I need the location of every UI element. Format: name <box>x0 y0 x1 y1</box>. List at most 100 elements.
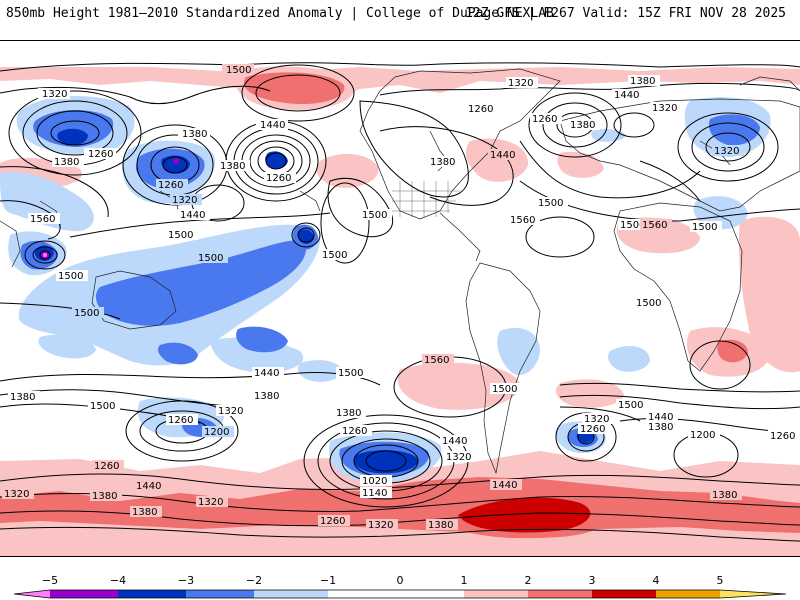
contour-label: 1200 <box>204 427 229 438</box>
contour-label: 1500 <box>636 298 661 309</box>
colorbar-segment-neg1 <box>254 590 328 598</box>
colorbar-tick: 4 <box>653 574 660 587</box>
colorbar-segment-pos1 <box>464 590 528 598</box>
contour-label: 1560 <box>424 355 449 366</box>
contour-label: 1380 <box>712 490 737 501</box>
colorbar-segment-neg3 <box>118 590 186 598</box>
contour-label: 1500 <box>692 222 717 233</box>
contour-label: 1380 <box>254 391 279 402</box>
contour-label: 1440 <box>648 412 673 423</box>
colorbar-legend: −5 −4 −3 −2 −1 0 1 2 3 4 5 <box>0 573 800 600</box>
contour-label: 1500 <box>618 400 643 411</box>
contour-label: 1440 <box>254 368 279 379</box>
map-title: 850mb Height 1981–2010 Standardized Anom… <box>6 6 554 21</box>
contour-label: 1260 <box>266 173 291 184</box>
anomaly-map: 1500 1320 1380 1260 1440 1500 1560 1260 … <box>0 40 800 557</box>
contour-label: 1560 <box>642 220 667 231</box>
model-run-info: 12Z GFS | F267 Valid: 15Z FRI NOV 28 202… <box>465 6 786 21</box>
contour-label: 1380 <box>428 520 453 531</box>
colorbar-tick: −2 <box>246 574 262 587</box>
colorbar-tick: 5 <box>717 574 724 587</box>
contour-label: 1380 <box>630 76 655 87</box>
contour-label: 1320 <box>584 414 609 425</box>
contour-label: 1320 <box>172 195 197 206</box>
contour-label: 1320 <box>652 103 677 114</box>
contour-label: 1260 <box>320 516 345 527</box>
colorbar-tick: −4 <box>110 574 126 587</box>
very-strong-positive-anomaly-fill <box>458 497 591 533</box>
colorbar-tick: 2 <box>525 574 532 587</box>
contour-label: 1500 <box>362 210 387 221</box>
contour-label: 1500 <box>338 368 363 379</box>
colorbar-tick: 1 <box>461 574 468 587</box>
contour-label: 1500 <box>226 65 251 76</box>
contour-label: 1500 <box>74 308 99 319</box>
contour-label: 1200 <box>690 430 715 441</box>
contour-label: 1320 <box>368 520 393 531</box>
colorbar-segment-neg2 <box>186 590 254 598</box>
colorbar-tick: 0 <box>397 574 404 587</box>
contour-label: 1500 <box>492 384 517 395</box>
colorbar-segment-pos3 <box>592 590 656 598</box>
contour-label: 1260 <box>468 104 493 115</box>
colorbar-segment-neg4 <box>50 590 118 598</box>
contour-label: 1320 <box>42 89 67 100</box>
contour-label: 1440 <box>442 436 467 447</box>
contour-label: 1500 <box>538 198 563 209</box>
contour-label: 1140 <box>362 488 387 499</box>
contour-label: 1260 <box>158 180 183 191</box>
contour-label: 1320 <box>198 497 223 508</box>
header: 850mb Height 1981–2010 Standardized Anom… <box>0 0 800 40</box>
contour-label: 1380 <box>10 392 35 403</box>
contour-label: 1500 <box>168 230 193 241</box>
contour-label: 1260 <box>88 149 113 160</box>
contour-label: 1440 <box>614 90 639 101</box>
contour-label: 1260 <box>532 114 557 125</box>
contour-label: 1500 <box>58 271 83 282</box>
contour-label: 1560 <box>30 214 55 225</box>
colorbar-segment-pos2 <box>528 590 592 598</box>
contour-label: 1320 <box>446 452 471 463</box>
contour-label: 1320 <box>4 489 29 500</box>
contour-label: 1260 <box>168 415 193 426</box>
colorbar-tick: 3 <box>589 574 596 587</box>
contour-label: 1380 <box>336 408 361 419</box>
contour-label: 1500 <box>90 401 115 412</box>
contour-label: 1500 <box>198 253 223 264</box>
contour-label: 1440 <box>490 150 515 161</box>
colorbar-canvas: −5 −4 −3 −2 −1 0 1 2 3 4 5 <box>13 574 787 599</box>
contour-label: 1440 <box>180 210 205 221</box>
colorbar-tick: −1 <box>320 574 336 587</box>
contour-label: 1380 <box>570 120 595 131</box>
contour-label: 1260 <box>94 461 119 472</box>
extreme-negative-anomaly-fill <box>41 158 179 259</box>
colorbar-segment-neg5 <box>14 590 50 598</box>
contour-label: 1380 <box>648 422 673 433</box>
contour-label: 1320 <box>508 78 533 89</box>
contour-label: 1560 <box>510 215 535 226</box>
contour-label: 1500 <box>620 220 645 231</box>
contour-label: 1260 <box>580 424 605 435</box>
contour-label: 1320 <box>714 146 739 157</box>
colorbar-segment-zero <box>328 590 464 598</box>
contour-label: 1380 <box>182 129 207 140</box>
colorbar-outline <box>13 589 787 599</box>
contour-label: 1380 <box>220 161 245 172</box>
contour-label: 1380 <box>430 157 455 168</box>
contour-label: 1440 <box>492 480 517 491</box>
contour-label: 1020 <box>362 476 387 487</box>
contour-label: 1380 <box>92 491 117 502</box>
map-canvas: 1500 1320 1380 1260 1440 1500 1560 1260 … <box>0 41 800 556</box>
contour-label: 1260 <box>342 426 367 437</box>
contour-labels: 1500 1320 1380 1260 1440 1500 1560 1260 … <box>2 64 800 531</box>
contour-label: 1440 <box>136 481 161 492</box>
colorbar-segment-pos4 <box>656 590 720 598</box>
contour-label: 1440 <box>260 120 285 131</box>
colorbar-tick: −5 <box>42 574 58 587</box>
contour-label: 1320 <box>218 406 243 417</box>
contour-label: 1380 <box>132 507 157 518</box>
contour-label: 1500 <box>322 250 347 261</box>
colorbar-tick: −3 <box>178 574 194 587</box>
contour-label: 1260 <box>770 431 795 442</box>
contour-label: 1380 <box>54 157 79 168</box>
